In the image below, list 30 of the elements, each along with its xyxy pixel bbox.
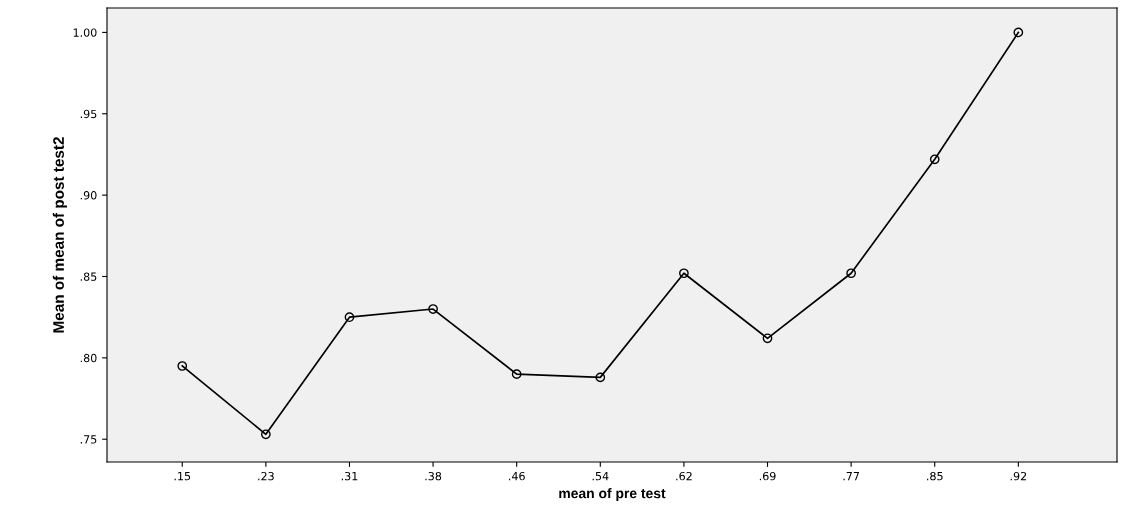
y-tick-label: .90	[80, 191, 97, 200]
x-tick-label: .54	[592, 472, 609, 481]
y-tick-label: .75	[80, 435, 97, 444]
x-tick-label: .23	[258, 471, 274, 481]
y-axis-title: Mean of mean of post test2	[52, 137, 67, 333]
x-tick-label: .69	[759, 471, 776, 481]
point	[511, 369, 522, 379]
y-tick-label: .85	[80, 272, 97, 281]
x-tick-label: .38	[425, 471, 442, 481]
x-tick-label: .62	[676, 471, 692, 481]
point	[929, 154, 940, 165]
point	[762, 333, 773, 344]
point	[260, 429, 271, 440]
y-tick-label: 1.00	[73, 28, 97, 37]
x-tick-label: .31	[341, 471, 358, 481]
x-tick-label: .15	[174, 472, 191, 481]
point	[428, 304, 438, 314]
y-tick-label: .95	[80, 109, 97, 119]
point	[679, 268, 689, 279]
x-axis-title: mean of pre test	[559, 488, 666, 501]
x-tick-label: .92	[1010, 471, 1027, 481]
point	[846, 268, 856, 279]
x-tick-label: .46	[509, 471, 525, 481]
x-tick-label: .77	[843, 472, 860, 481]
point	[595, 372, 606, 383]
x-tick-label: .85	[927, 471, 943, 481]
point	[177, 361, 188, 371]
y-tick-label: .80	[80, 353, 97, 363]
point	[1013, 27, 1024, 38]
point	[344, 312, 355, 323]
